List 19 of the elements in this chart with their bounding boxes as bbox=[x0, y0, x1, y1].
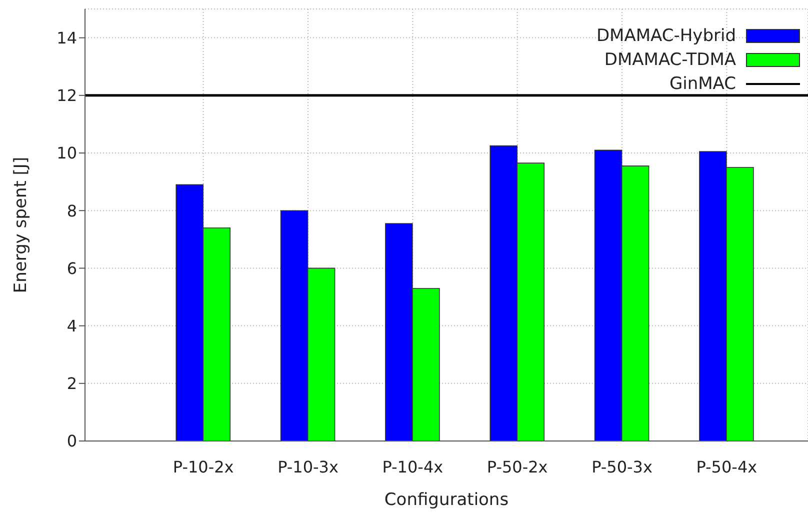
y-tick-label: 0 bbox=[66, 432, 77, 451]
legend-label: DMAMAC-Hybrid bbox=[596, 26, 736, 46]
y-tick-label: 12 bbox=[56, 86, 77, 106]
y-tick-label: 10 bbox=[56, 144, 77, 163]
x-axis-title: Configurations bbox=[384, 490, 509, 510]
x-tick-label: P-50-4x bbox=[696, 457, 758, 476]
y-tick-label: 14 bbox=[56, 28, 77, 48]
x-tick-label: P-50-2x bbox=[486, 457, 548, 476]
x-tick-label: P-10-2x bbox=[172, 457, 234, 476]
y-axis-title: Energy spent [J] bbox=[11, 156, 32, 294]
x-tick-label: P-10-4x bbox=[382, 457, 444, 476]
x-tick-label: P-10-3x bbox=[278, 457, 338, 476]
legend-label: DMAMAC-TDMA bbox=[604, 50, 736, 70]
y-tick-label: 6 bbox=[66, 258, 77, 278]
y-tick-label: 4 bbox=[66, 316, 77, 336]
ref-line-label: GinMAC bbox=[669, 74, 736, 94]
y-tick-label: 2 bbox=[66, 374, 77, 394]
x-tick-label: P-50-3x bbox=[592, 457, 652, 476]
y-tick-label: 8 bbox=[66, 201, 77, 220]
